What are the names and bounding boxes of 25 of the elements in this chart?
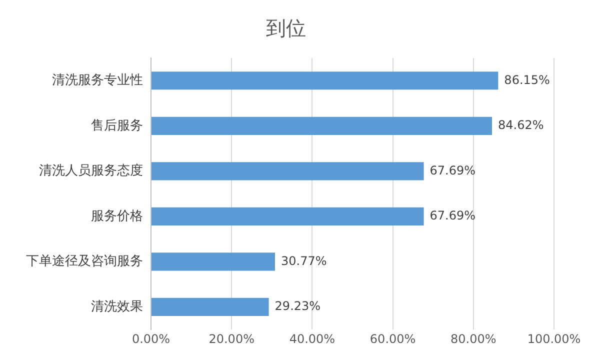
x-tick-label: 0.00%: [132, 332, 170, 346]
y-tick-label: 清洗服务专业性: [52, 73, 143, 88]
bar: [152, 207, 424, 226]
bar: [152, 116, 492, 135]
data-label: 67.69%: [430, 163, 476, 178]
y-tick-label: 清洗效果: [91, 299, 143, 314]
bar: [152, 252, 276, 271]
y-tick-label: 清洗人员服务态度: [39, 162, 143, 179]
x-tick-label: 20.00%: [208, 332, 254, 346]
x-tick-label: 40.00%: [289, 332, 336, 346]
data-label: 30.77%: [281, 254, 327, 268]
data-label: 67.69%: [430, 208, 476, 223]
y-tick-label: 服务价格: [91, 208, 143, 224]
bar: [152, 298, 269, 316]
data-label: 29.23%: [274, 299, 321, 314]
y-tick-label: 售后服务: [91, 118, 143, 134]
data-label: 84.62%: [498, 118, 544, 132]
chart-title: 到位: [266, 16, 306, 40]
data-label: 86.15%: [504, 72, 550, 87]
bar: [152, 72, 498, 90]
bar: [152, 162, 424, 180]
x-tick-label: 60.00%: [370, 332, 416, 346]
x-tick-label: 100.00%: [527, 332, 581, 346]
x-tick-label: 80.00%: [450, 332, 496, 346]
y-tick-label: 下单途径及咨询服务: [26, 254, 143, 270]
